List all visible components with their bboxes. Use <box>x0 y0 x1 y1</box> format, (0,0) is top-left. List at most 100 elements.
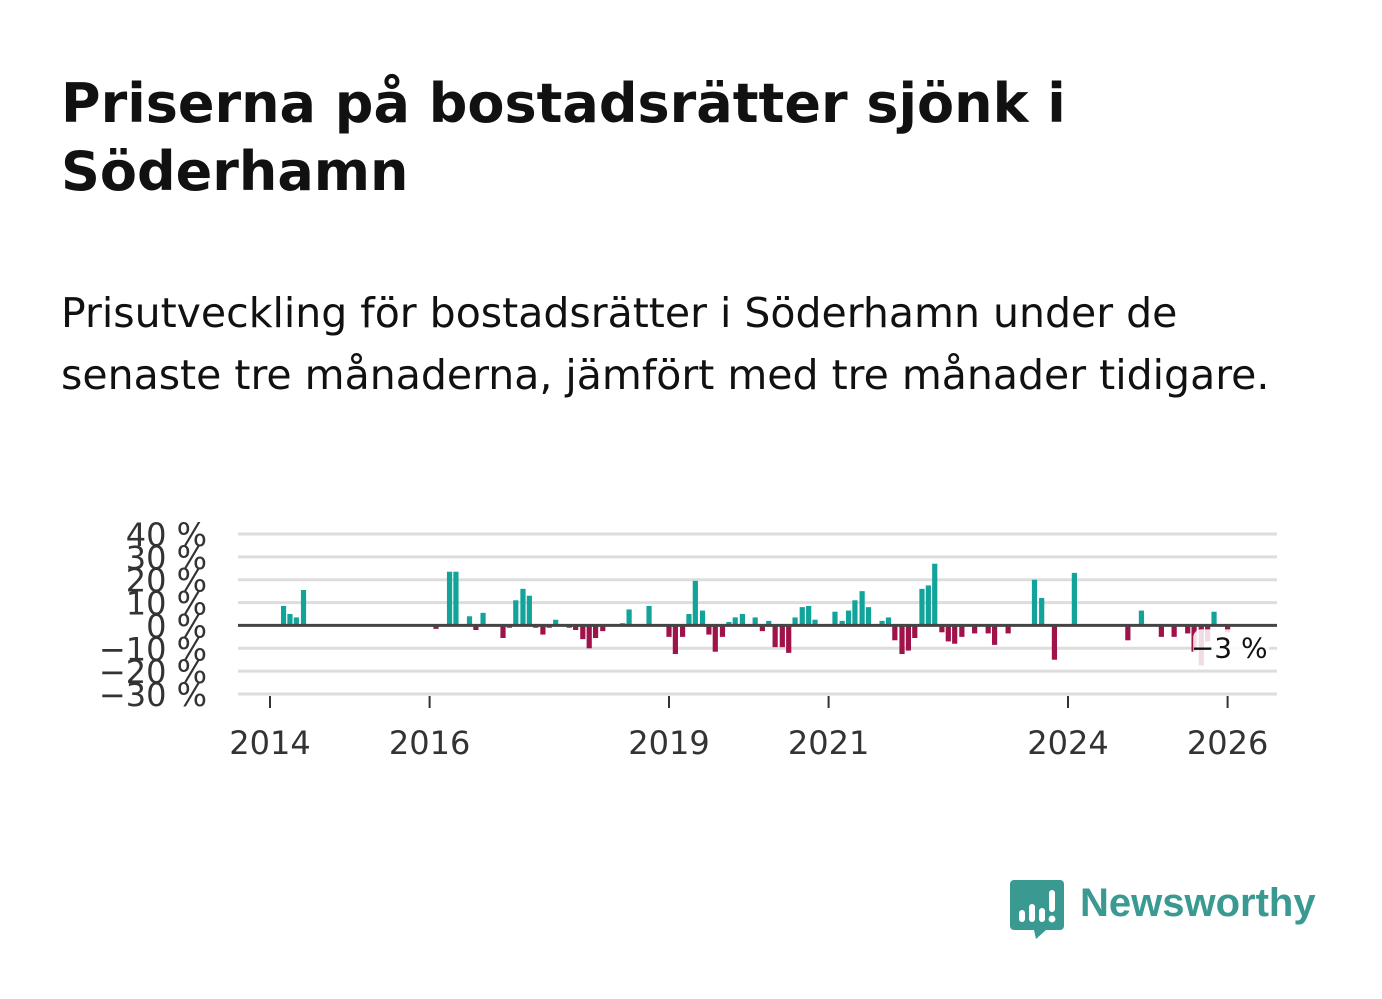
bar <box>300 590 307 626</box>
bar <box>786 625 792 653</box>
bar <box>666 625 672 637</box>
bar <box>779 625 785 648</box>
bar <box>939 625 945 633</box>
bar <box>879 620 885 626</box>
bar <box>812 619 818 626</box>
price-change-bar-chart: 40 %30 %20 %10 %0 %−10 %−20 %−30 % 2014 2… <box>99 516 1277 762</box>
bar <box>433 625 439 629</box>
bar <box>1039 598 1045 626</box>
bar <box>500 625 506 638</box>
bar <box>991 625 998 645</box>
bar <box>1071 572 1077 626</box>
bar <box>520 588 526 626</box>
grid-layer <box>238 532 1277 696</box>
bar <box>912 625 918 638</box>
bar <box>932 563 938 626</box>
bar <box>573 625 579 630</box>
newsworthy-chat-chart-icon <box>1010 880 1064 939</box>
bar <box>1171 625 1177 637</box>
bar <box>772 625 778 648</box>
bar <box>865 607 872 626</box>
annotation-label: −3 % <box>1191 631 1268 664</box>
x-axis: 2014 2016 2019 2021 2024 2026 <box>229 696 1268 762</box>
annotation-layer: −3 % <box>1191 629 1270 668</box>
bar <box>712 625 718 652</box>
bar <box>739 614 746 626</box>
bar <box>480 612 486 626</box>
bar <box>752 617 758 626</box>
bar <box>553 619 559 626</box>
bar <box>540 625 546 635</box>
newsworthy-logo: Newsworthy <box>1010 878 1330 942</box>
y-axis: 40 %30 %20 %10 %0 %−10 %−20 %−30 % <box>99 516 207 714</box>
bar <box>1138 610 1145 626</box>
bar <box>686 614 692 626</box>
bar <box>905 625 911 651</box>
bar <box>952 625 958 644</box>
bar <box>446 571 453 626</box>
bar <box>626 609 632 626</box>
bar <box>1185 625 1191 634</box>
bar <box>1225 625 1231 633</box>
x-tick-label: 2026 <box>1187 724 1268 762</box>
bar <box>845 610 852 626</box>
bar <box>473 625 479 630</box>
bar <box>766 620 772 626</box>
bar <box>280 606 287 626</box>
bar <box>679 625 686 637</box>
x-tick-label: 2024 <box>1027 724 1108 762</box>
bar <box>899 625 905 654</box>
bar <box>792 617 798 626</box>
bar <box>586 625 592 649</box>
bar <box>925 585 931 626</box>
bar <box>985 625 991 634</box>
y-tick-label: −30 % <box>99 676 207 714</box>
y-tick-label: −10 % <box>99 630 207 668</box>
bar <box>959 625 965 637</box>
bar <box>672 625 678 654</box>
bar <box>892 625 898 641</box>
bar <box>287 614 293 626</box>
bar <box>513 600 519 626</box>
y-tick-label: 20 % <box>126 562 207 600</box>
bar <box>726 622 732 626</box>
bar <box>293 617 299 626</box>
bar <box>692 580 698 626</box>
bar <box>972 625 978 634</box>
x-tick-label: 2021 <box>788 724 869 762</box>
bar <box>646 606 652 626</box>
bar <box>526 595 532 626</box>
x-tick-label: 2014 <box>229 724 310 762</box>
y-tick-label: 40 % <box>126 516 207 554</box>
x-tick-label: 2016 <box>389 724 470 762</box>
bar <box>600 625 606 632</box>
bar <box>466 616 473 626</box>
bar <box>799 607 805 626</box>
y-tick-label: 0 % <box>146 607 207 645</box>
bar <box>1211 611 1217 626</box>
bar <box>832 611 838 626</box>
bar <box>885 617 892 626</box>
bar <box>945 625 951 642</box>
bar <box>592 625 599 638</box>
bar <box>806 606 812 626</box>
y-tick-label: −20 % <box>99 653 207 691</box>
bar <box>1158 625 1164 637</box>
annotation-background <box>1193 629 1270 668</box>
bar <box>580 625 586 640</box>
bar <box>852 600 858 626</box>
y-tick-label: 30 % <box>126 539 207 577</box>
chart-title: Priserna på bostadsrätter sjönk i Söderh… <box>61 72 1066 203</box>
bar <box>699 610 706 626</box>
bar <box>1031 579 1038 626</box>
bar <box>919 588 925 626</box>
bar <box>706 625 712 635</box>
bar <box>839 620 845 626</box>
bar <box>1005 625 1011 634</box>
bar <box>1051 625 1058 660</box>
bar <box>1125 625 1131 641</box>
brand-name: Newsworthy <box>1080 881 1316 925</box>
bar <box>453 571 459 626</box>
bar <box>732 617 738 626</box>
bar <box>759 625 765 632</box>
